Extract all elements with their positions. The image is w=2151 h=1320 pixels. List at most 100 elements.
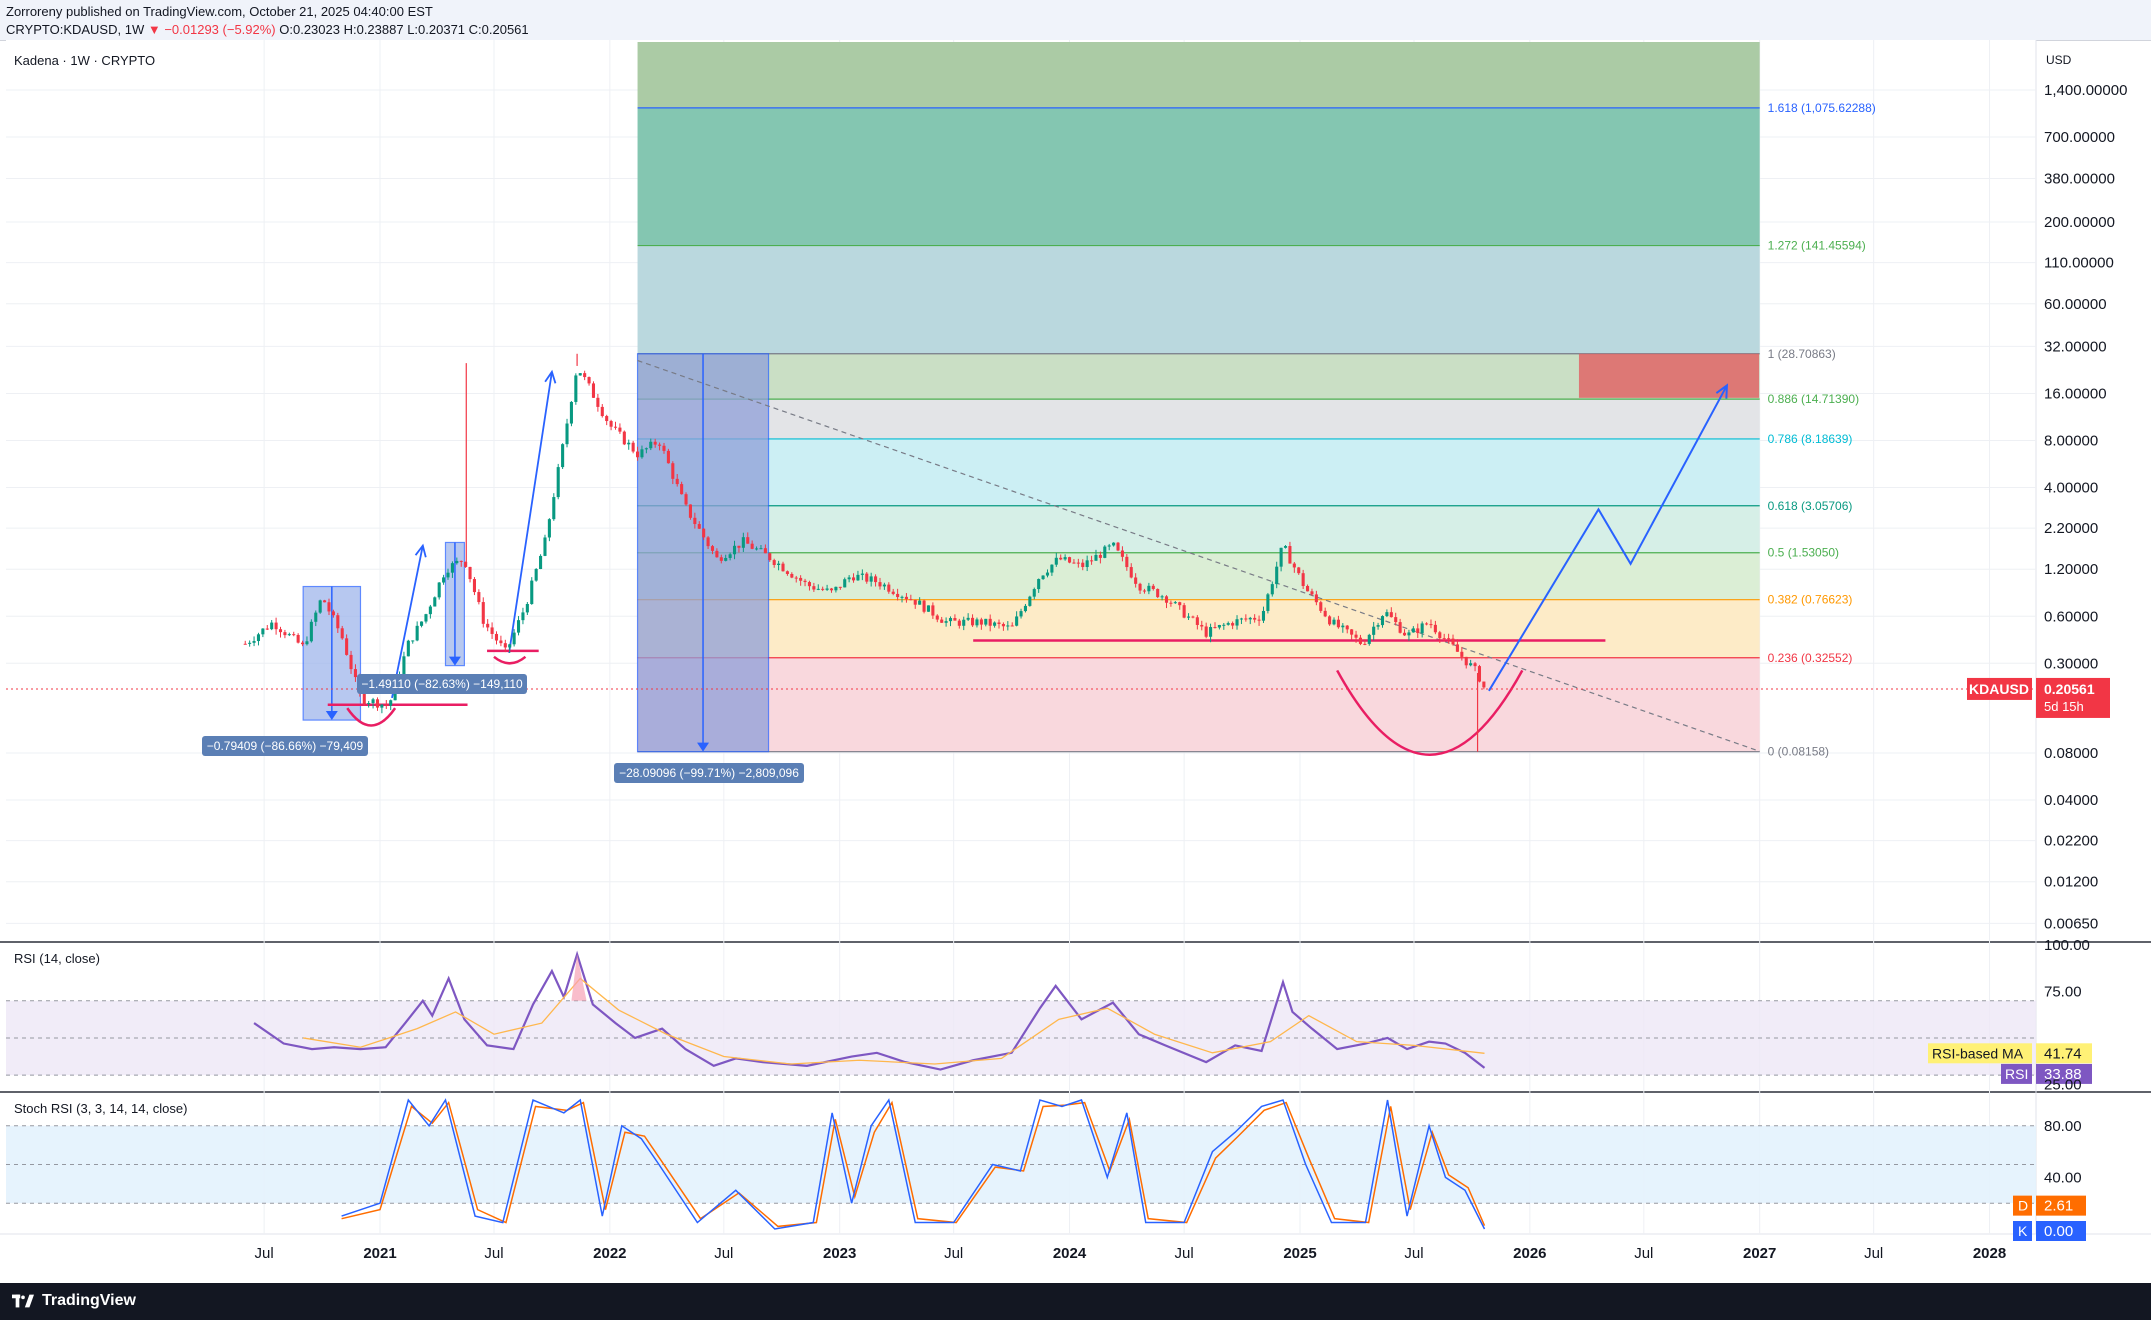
chart-canvas[interactable]: Kadena · 1W · CRYPTO 1.618 (1,075.62288) 1… <box>0 40 2151 1283</box>
candle-body <box>1442 638 1446 640</box>
measure-arrowhead <box>697 742 710 752</box>
candle-body <box>1310 591 1314 595</box>
candle-body <box>309 621 313 642</box>
candle-body <box>1239 618 1243 620</box>
candle-body <box>1257 619 1261 621</box>
candle-body <box>1217 624 1221 628</box>
candle-body <box>1244 618 1248 620</box>
candle-body <box>825 588 829 590</box>
fib-label: 0.886 (14.71390) <box>1768 392 1859 406</box>
candle-body <box>446 572 450 578</box>
tradingview-logo-icon <box>12 1294 34 1308</box>
candle-body <box>737 545 741 548</box>
candle-body <box>746 537 750 544</box>
candle-body <box>816 588 820 590</box>
candle-body <box>1191 616 1195 618</box>
last-price-tag <box>2036 677 2110 718</box>
trend-arrowhead <box>544 369 557 384</box>
candle-body <box>1279 547 1283 567</box>
candle-body <box>935 615 939 620</box>
candle-body <box>640 449 644 458</box>
tradingview-logo[interactable]: TradingView <box>12 1292 136 1310</box>
fib-zone <box>637 505 1760 553</box>
candle-body <box>256 634 261 642</box>
candle-body <box>971 617 975 626</box>
candle-body <box>618 427 622 432</box>
candle-body <box>521 612 525 621</box>
y-tick-label: 16.00000 <box>2044 385 2107 402</box>
candle-body <box>1385 612 1389 617</box>
y-tick-label: 0.04000 <box>2044 792 2098 809</box>
candle-body <box>274 622 278 630</box>
candle-body <box>336 615 340 629</box>
candle-body <box>948 618 953 622</box>
candle-body <box>1178 602 1182 606</box>
rsi-ma-name: RSI-based MA <box>1932 1045 2024 1061</box>
candle-body <box>574 375 578 402</box>
candle-body <box>411 640 415 642</box>
candle-body <box>1376 625 1380 627</box>
fib-zone <box>637 438 1760 506</box>
candle-body <box>323 600 327 603</box>
stoch-k-badge <box>2013 1221 2032 1241</box>
candle-body <box>680 484 684 495</box>
candle-body <box>1067 557 1072 563</box>
candle-body <box>1125 556 1129 568</box>
candle-body <box>371 699 375 704</box>
candle-body <box>882 584 886 587</box>
stoch-k-name: K <box>2018 1223 2028 1239</box>
candle-body <box>1213 627 1217 629</box>
candle-body <box>781 563 785 572</box>
fib-label: 0.382 (0.76623) <box>1768 593 1853 607</box>
candle-body <box>499 640 503 644</box>
candle-body <box>1411 628 1415 633</box>
candle-body <box>1358 637 1362 644</box>
fib-label: 1.618 (1,075.62288) <box>1768 101 1876 115</box>
candle-body <box>539 555 543 569</box>
candle-body <box>988 618 992 626</box>
candle-body <box>1182 605 1186 618</box>
x-tick-label: Jul <box>1175 1245 1194 1262</box>
candle-body <box>878 582 882 587</box>
candle-body <box>481 602 485 624</box>
candle-body <box>918 600 922 605</box>
drawing-overlays <box>6 353 2036 756</box>
candle-body <box>613 426 618 428</box>
candle-body <box>931 605 935 616</box>
candle-body <box>331 611 335 616</box>
candle-body <box>442 577 446 583</box>
rounded-bottom <box>493 655 527 665</box>
rsi-value-tag <box>2036 1063 2092 1084</box>
candle-body <box>1090 560 1094 562</box>
candle-body <box>1147 585 1151 592</box>
candle-body <box>649 441 653 449</box>
candle-body <box>278 629 283 633</box>
candle-body <box>1050 564 1054 573</box>
fib-zone <box>637 399 1760 439</box>
rsi-ma-value-tag <box>2036 1043 2092 1064</box>
stoch-d-name: D <box>2018 1198 2028 1214</box>
measure-arrowhead <box>448 656 461 666</box>
candle-body <box>631 442 635 452</box>
x-tick-label: Jul <box>944 1245 963 1262</box>
candle-body <box>477 592 481 603</box>
candle-body <box>1235 619 1239 626</box>
candle-body <box>1085 560 1089 568</box>
measure-label: −28.09096 (−99.71%) −2,809,096 <box>619 766 799 780</box>
currency-label: USD <box>2046 53 2072 67</box>
stoch-d-value: 2.61 <box>2044 1198 2073 1215</box>
candle-body <box>1076 562 1080 564</box>
trend-arrow <box>508 371 553 653</box>
candle-body <box>1231 623 1235 626</box>
candle-body <box>1151 585 1155 590</box>
trend-arrow <box>391 545 424 699</box>
ohlc-values: O:0.23023 H:0.23887 L:0.20371 C:0.20561 <box>279 22 529 37</box>
rounded-bottom <box>346 707 397 727</box>
candle-body <box>327 602 331 612</box>
fib-zone <box>637 245 1760 354</box>
candle-body <box>503 643 507 648</box>
candle-body <box>552 497 556 520</box>
x-tick-label: 2024 <box>1053 1245 1087 1262</box>
candle-body <box>1054 557 1058 565</box>
candle-body <box>547 519 551 538</box>
